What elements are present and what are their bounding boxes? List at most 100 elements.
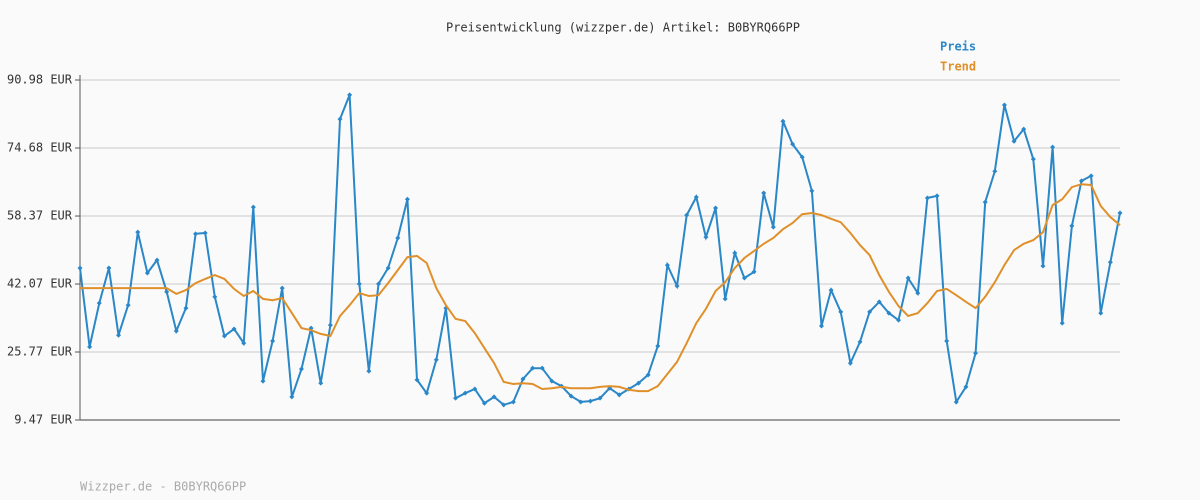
point [453, 395, 459, 401]
point [395, 235, 401, 241]
point [924, 195, 930, 201]
y-tick-label: 9.47 EUR [14, 413, 73, 427]
point [973, 350, 979, 356]
point [732, 250, 738, 256]
point [501, 402, 507, 408]
point [934, 193, 940, 199]
point [289, 394, 295, 400]
point [896, 317, 902, 323]
point [318, 380, 324, 386]
point [944, 338, 950, 344]
point [761, 190, 767, 196]
point [992, 168, 998, 174]
point [741, 275, 747, 281]
point [1098, 310, 1104, 316]
point [751, 269, 757, 275]
point [183, 305, 189, 311]
point [193, 231, 199, 237]
point [1088, 173, 1094, 179]
point [549, 378, 555, 384]
legend-label: Preis [940, 40, 976, 54]
point [164, 289, 170, 295]
point [241, 340, 247, 346]
point [818, 323, 824, 329]
point [828, 287, 834, 293]
point [587, 398, 593, 404]
footer: Wizzper.de - B0BYRQ66PP [80, 480, 246, 494]
point [414, 377, 420, 383]
point [847, 360, 853, 366]
point [260, 378, 266, 384]
point [366, 368, 372, 374]
point [173, 328, 179, 334]
point [1117, 210, 1123, 216]
point [1050, 144, 1056, 150]
point [279, 285, 285, 291]
point [655, 343, 661, 349]
point [1059, 320, 1065, 326]
point [270, 338, 276, 344]
point [1078, 178, 1084, 184]
point [982, 199, 988, 205]
point [568, 393, 574, 399]
y-tick-label: 74.68 EUR [7, 140, 73, 154]
point [376, 281, 382, 287]
point [87, 344, 93, 350]
point [202, 230, 208, 236]
point [645, 372, 651, 378]
point [857, 339, 863, 345]
point [703, 234, 709, 240]
point [144, 270, 150, 276]
point [356, 281, 362, 287]
point [1001, 102, 1007, 108]
point [77, 265, 83, 271]
point [337, 116, 343, 122]
point [597, 395, 603, 401]
point [953, 399, 959, 405]
point [135, 229, 141, 235]
y-tick-label: 42.07 EUR [7, 277, 73, 291]
point [713, 205, 719, 211]
y-tick-label: 90.98 EUR [7, 73, 73, 87]
point [770, 224, 776, 230]
point [578, 399, 584, 405]
point [404, 196, 410, 202]
point [1069, 223, 1075, 229]
point [212, 294, 218, 300]
point [790, 141, 796, 147]
point [693, 194, 699, 200]
point [481, 400, 487, 406]
point [1030, 156, 1036, 162]
point [838, 309, 844, 315]
point [106, 265, 112, 271]
point [433, 357, 439, 363]
point [250, 204, 256, 210]
point [722, 296, 728, 302]
point [96, 300, 102, 306]
point [780, 118, 786, 124]
legend-label: Trend [940, 60, 976, 74]
point [876, 299, 882, 305]
point [327, 322, 333, 328]
y-tick-label: 25.77 EUR [7, 345, 73, 359]
point [674, 283, 680, 289]
point [116, 332, 122, 338]
point [125, 302, 131, 308]
point [905, 275, 911, 281]
point [799, 154, 805, 160]
point [520, 376, 526, 382]
point [472, 386, 478, 392]
point [886, 310, 892, 316]
y-tick-label: 58.37 EUR [7, 209, 73, 223]
point [809, 188, 815, 194]
point [636, 380, 642, 386]
point [231, 326, 237, 332]
point [1040, 263, 1046, 269]
chart-title: Preisentwicklung (wizzper.de) Artikel: B… [446, 21, 800, 35]
point [915, 290, 921, 296]
point [462, 390, 468, 396]
line-series [80, 183, 1121, 393]
point [963, 384, 969, 390]
